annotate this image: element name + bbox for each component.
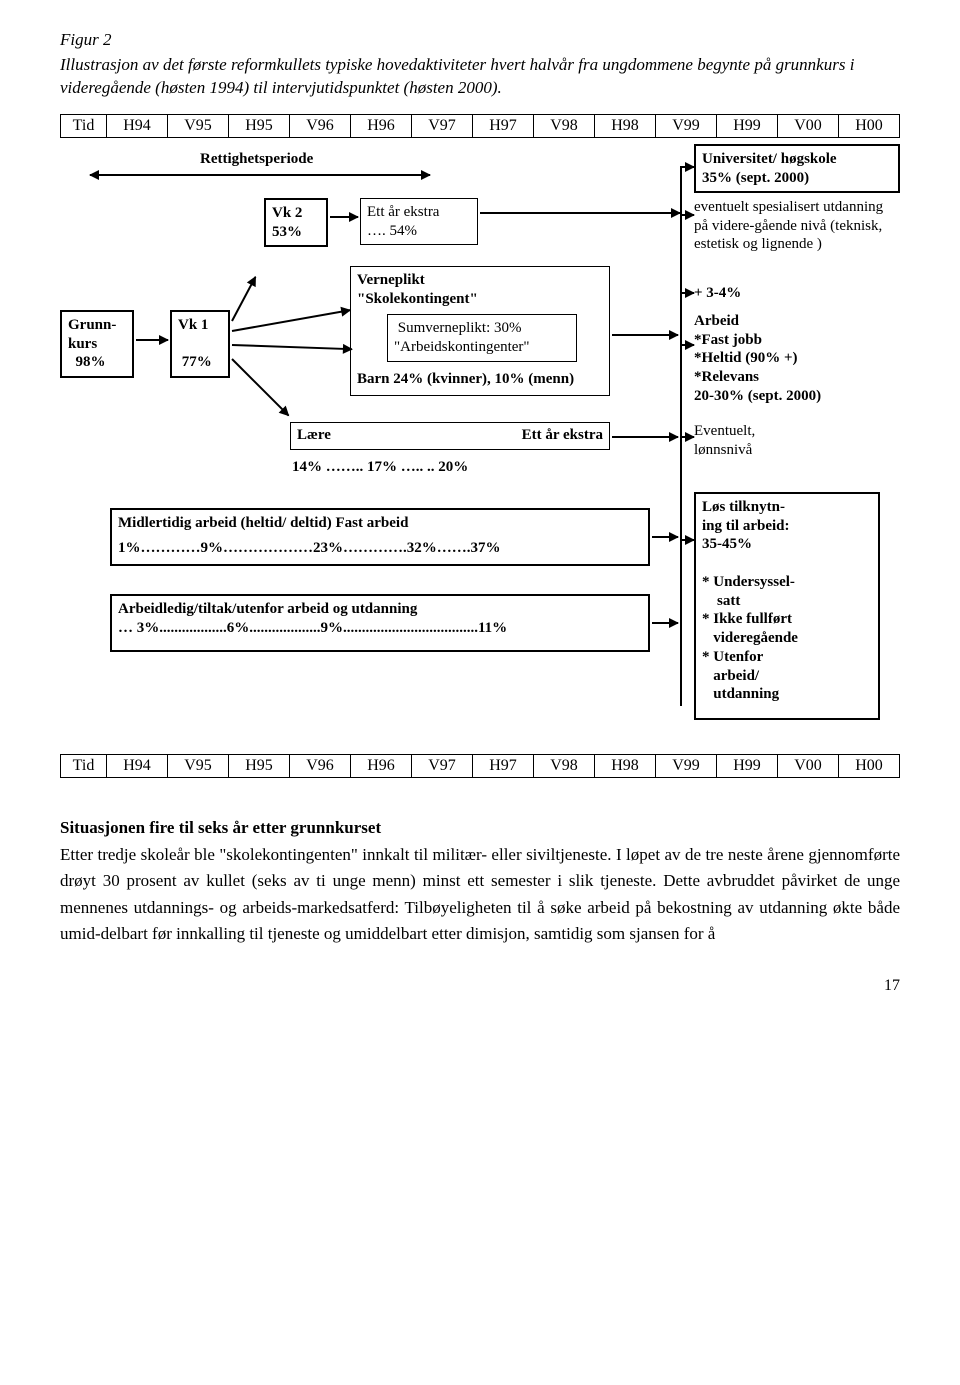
arrow-ett-out [480,212,680,214]
ledig-pct: … 3%..................6%................… [118,619,642,638]
laere-label: Lære [297,427,331,443]
timeline-cell: V00 [778,114,839,137]
figure-number: Figur 2 [60,30,900,50]
vk2-box: Vk 2 53% [264,198,328,248]
timeline-label-cell: Tid [61,754,107,777]
fork-plus34 [680,292,694,294]
arrow-vk1-laere [231,358,289,416]
page-number: 17 [60,977,900,995]
ledig-box: Arbeidledig/tiltak/utenfor arbeid og utd… [110,594,650,652]
verneplikt-box: Verneplikt "Skolekontingent" Sumvernepli… [350,266,610,396]
fork-uni [680,166,694,168]
timeline-cell: V95 [168,754,229,777]
diagram-area: Rettighetsperiode Universitet/ høgskole … [60,144,900,754]
timeline-cell: H98 [595,754,656,777]
plus34-text: + 3-4% [694,284,741,303]
timeline-cell: H95 [229,754,290,777]
grunnkurs-box: Grunn- kurs 98% [60,310,134,378]
spesialisert-text: eventuelt spesialisert utdanning på vide… [694,198,900,254]
timeline-cell: H97 [473,114,534,137]
vk1-box: Vk 1 77% [170,310,230,378]
verneplikt-title: Verneplikt "Skolekontingent" [357,271,603,309]
rettighetsperiode-label: Rettighetsperiode [200,150,313,169]
timeline-cell: H00 [839,754,900,777]
section-paragraph: Etter tredje skoleår ble "skolekontingen… [60,842,900,947]
timeline-cell: V00 [778,754,839,777]
fork-eventuelt [680,436,694,438]
section-heading: Situasjonen fire til seks år etter grunn… [60,818,900,838]
timeline-cell: H99 [717,114,778,137]
timeline-cell: V99 [656,114,717,137]
arrow-vk2-ett [330,216,358,218]
timeline-bottom: TidH94V95H95V96H96V97H97V98H98V99H99V00H… [60,754,900,778]
laere-ettaar: Ett år ekstra [522,426,603,445]
figure-description: Illustrasjon av det første reformkullets… [60,54,900,100]
timeline-cell: V97 [412,754,473,777]
timeline-cell: V98 [534,754,595,777]
timeline-cell: V98 [534,114,595,137]
arrow-vk1-sum [232,344,352,350]
arrow-midl-out [652,536,678,538]
timeline-cell: V99 [656,754,717,777]
timeline-cell: H95 [229,114,290,137]
timeline-cell: H96 [351,114,412,137]
timeline-cell: V96 [290,754,351,777]
arbeid-text: Arbeid *Fast jobb *Heltid (90% +) *Relev… [694,312,900,406]
timeline-cell: H98 [595,114,656,137]
timeline-cell: H99 [717,754,778,777]
timeline-cell: V97 [412,114,473,137]
timeline-cell: H94 [107,114,168,137]
timeline-cell: H96 [351,754,412,777]
timeline-cell: H97 [473,754,534,777]
rettighets-arrow [90,174,430,176]
universitet-box: Universitet/ høgskole 35% (sept. 2000) [694,144,900,194]
barn-row: Barn 24% (kvinner), 10% (menn) [357,370,603,389]
midlertidig-title: Midlertidig arbeid (heltid/ deltid) Fast… [118,514,642,533]
arrow-grunn-vk1 [136,339,168,341]
ettaar-box: Ett år ekstra …. 54% [360,198,478,246]
timeline-cell: V96 [290,114,351,137]
los-box: Løs tilknytn- ing til arbeid: 35-45% * U… [694,492,880,720]
laere-box: Lære Ett år ekstra [290,422,610,450]
timeline-top: TidH94V95H95V96H96V97H97V98H98V99H99V00H… [60,114,900,138]
timeline-cell: V95 [168,114,229,137]
arrow-verne-out [612,334,678,336]
arrow-vk1-vk2 [231,276,256,321]
fork-arbeid [680,344,694,346]
arrow-laere-out [612,436,678,438]
midlertidig-box: Midlertidig arbeid (heltid/ deltid) Fast… [110,508,650,566]
timeline-cell: H00 [839,114,900,137]
arrow-vk1-verne [232,309,351,332]
timeline-label-cell: Tid [61,114,107,137]
fork-los [680,539,694,541]
fork-spesial [680,214,694,216]
sumverneplikt-box: Sumverneplikt: 30% "Arbeidskontingenter" [387,314,577,362]
eventuelt-text: Eventuelt, lønnsnivå [694,422,874,460]
timeline-cell: H94 [107,754,168,777]
midlertidig-pct: 1%…………9%………………23%………….32%…….37% [118,539,642,558]
laere-pct: 14% …….. 17% ….. .. 20% [292,458,632,477]
ledig-title: Arbeidledig/tiltak/utenfor arbeid og utd… [118,600,642,619]
arrow-ledig-out [652,622,678,624]
